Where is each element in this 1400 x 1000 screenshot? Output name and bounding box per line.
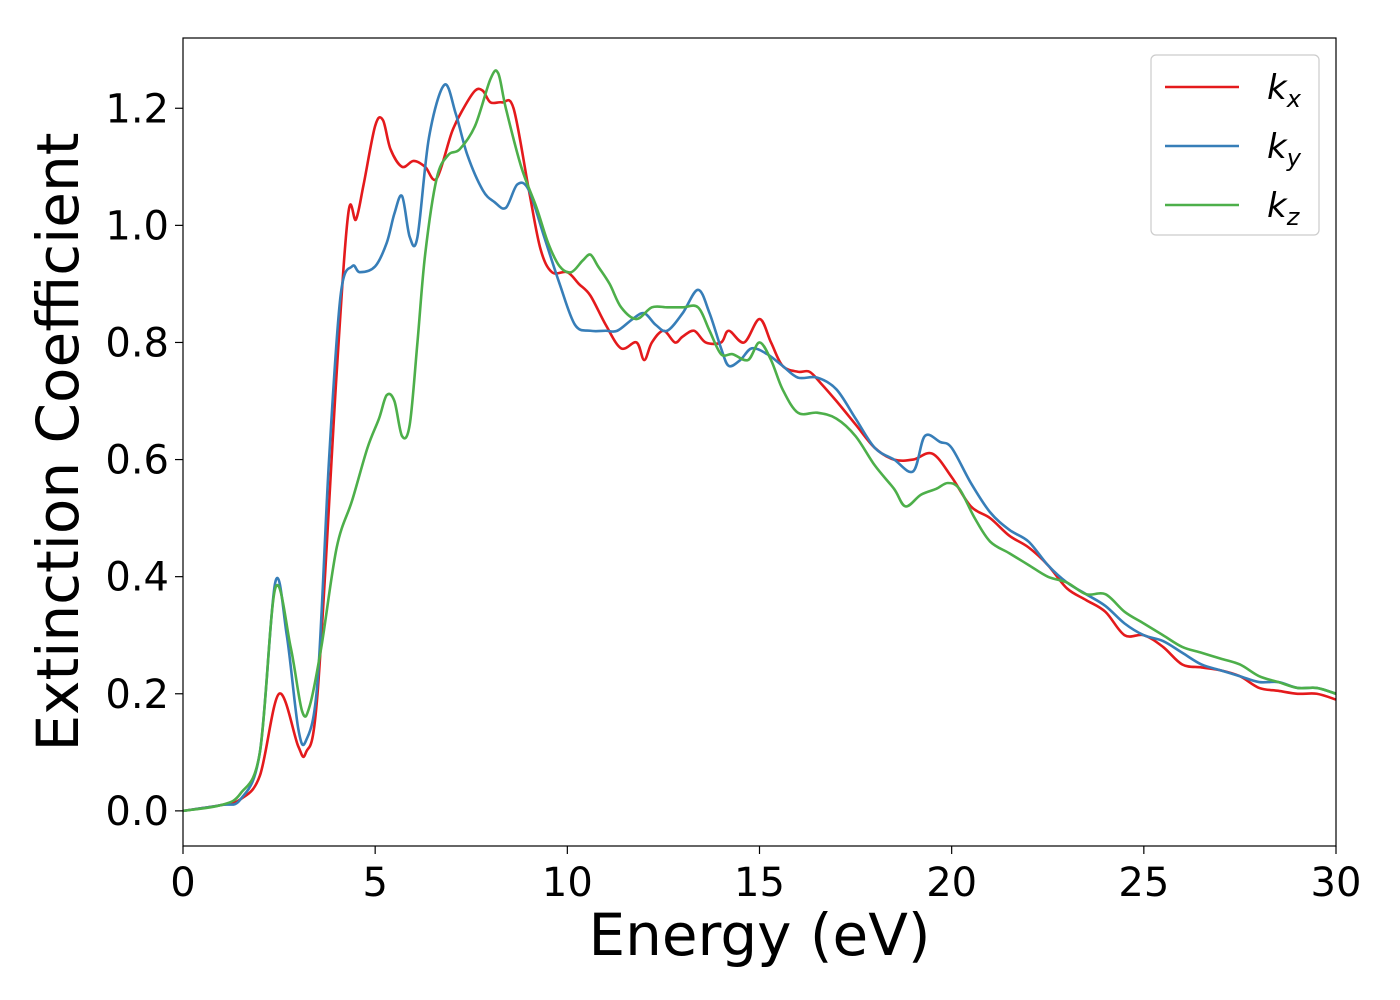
x-tick-label: 25 (1118, 860, 1169, 906)
x-axis-ticks: 0 5 10 15 20 25 30 (170, 846, 1361, 906)
x-tick-label: 10 (542, 860, 593, 906)
y-tick-label: 1.0 (105, 203, 169, 249)
y-tick-label: 0.8 (105, 320, 169, 366)
legend: kx ky kz (1150, 54, 1320, 236)
legend-label-ky: ky (1267, 127, 1302, 172)
legend-label-kx: kx (1267, 68, 1302, 113)
y-tick-label: 1.2 (105, 86, 169, 132)
x-tick-label: 0 (170, 860, 195, 906)
x-tick-label: 15 (734, 860, 785, 906)
y-tick-label: 0.4 (105, 555, 169, 601)
series-line-kx (183, 87, 1336, 813)
x-tick-label: 5 (362, 860, 387, 906)
y-tick-label: 0.0 (105, 789, 169, 835)
y-tick-label: 0.6 (105, 438, 169, 484)
series-line-kz (183, 69, 1336, 813)
legend-label-kz: kz (1267, 186, 1301, 231)
series-lines (183, 69, 1336, 813)
y-axis-label: Extinction Coefficient (24, 133, 92, 752)
x-axis-label: Energy (eV) (588, 901, 930, 969)
y-tick-label: 0.2 (105, 672, 169, 718)
y-axis-ticks: 0.0 0.2 0.4 0.6 0.8 1.0 1.2 (105, 86, 183, 835)
x-tick-label: 20 (926, 860, 977, 906)
x-tick-label: 30 (1311, 860, 1362, 906)
